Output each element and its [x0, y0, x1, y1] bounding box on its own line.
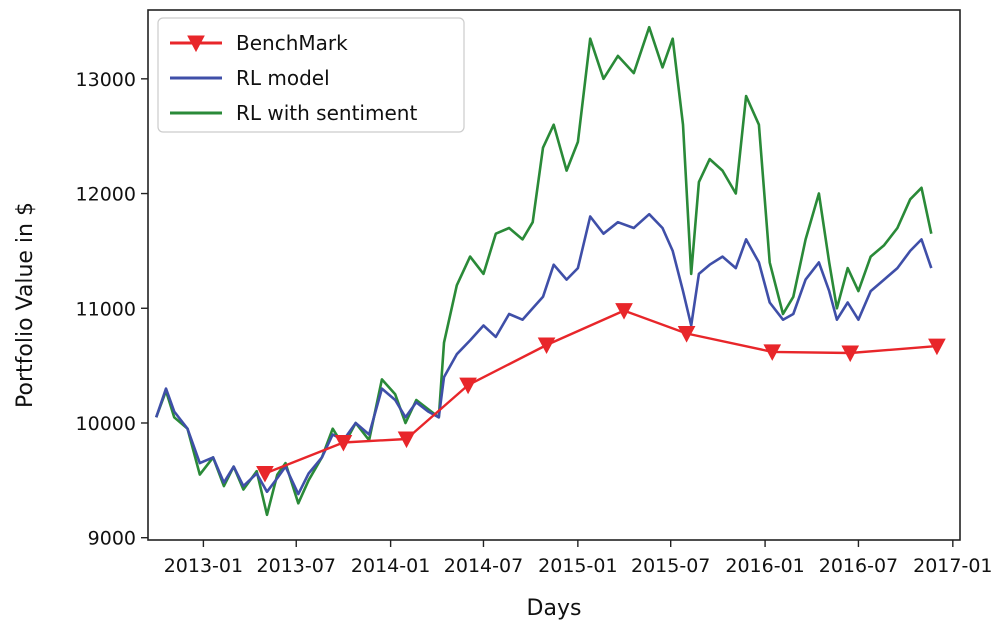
- legend: BenchMark RL model RL with sentiment: [157, 17, 465, 133]
- series-line-benchmark: [264, 309, 937, 475]
- x-tick-label: 2016-07: [819, 555, 898, 577]
- series-marker-benchmark: [397, 431, 416, 449]
- legend-box: [157, 17, 465, 133]
- y-tick-label: 12000: [76, 184, 136, 206]
- series-layer: [154, 25, 946, 517]
- x-tick-label: 2013-01: [164, 555, 243, 577]
- series-marker-benchmark: [763, 344, 782, 361]
- x-tick-label: 2015-07: [631, 555, 710, 577]
- series-marker-benchmark: [615, 303, 633, 320]
- y-tick-label: 13000: [76, 69, 136, 91]
- series-marker-benchmark: [928, 338, 946, 356]
- y-tick-label: 11000: [76, 298, 136, 320]
- series-marker-benchmark: [841, 345, 860, 363]
- legend-label-rl-with-sentiment: RL with sentiment: [236, 101, 417, 125]
- series-marker-benchmark: [537, 337, 556, 355]
- x-tick-label: 2013-07: [257, 555, 336, 577]
- y-tick-label: 10000: [76, 413, 136, 435]
- legend-label-benchmark: BenchMark: [236, 31, 348, 55]
- x-tick-label: 2015-01: [538, 555, 617, 577]
- plot-frame: [147, 9, 961, 541]
- x-tick-label: 2014-07: [444, 555, 523, 577]
- y-axis-title: Portfolio Value in $: [13, 202, 38, 408]
- series-line-rl-model: [154, 212, 933, 496]
- x-tick-label: 2014-01: [351, 555, 430, 577]
- x-tick-label: 2016-01: [725, 555, 804, 577]
- x-tick-label: 2017-01: [913, 555, 992, 577]
- series-line-rl-with-sentiment: [154, 25, 933, 517]
- series-marker-benchmark: [334, 434, 353, 452]
- y-tick-label: 9000: [88, 528, 136, 550]
- series-marker-benchmark: [256, 465, 274, 483]
- axis-layer: 2013-01 2013-07 2014-01 2014-07 2015-01 2015-…: [76, 69, 993, 577]
- series-marker-benchmark: [677, 326, 696, 343]
- series-marker-benchmark: [459, 377, 477, 395]
- legend-marker-benchmark: [187, 35, 205, 53]
- x-axis-title: Days: [527, 596, 582, 621]
- legend-label-rl-model: RL model: [236, 66, 330, 90]
